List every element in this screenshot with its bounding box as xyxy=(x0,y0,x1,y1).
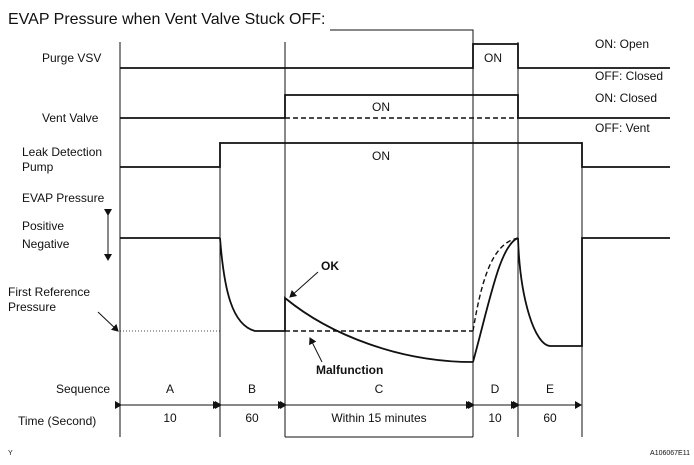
vent-on-closed-label: ON: Closed xyxy=(595,91,657,105)
vent-valve-on-label: ON xyxy=(372,100,390,114)
pressure-malfunction-curve xyxy=(219,237,474,363)
time-label: Time (Second) xyxy=(18,414,96,428)
pressure-sequence-e-curve xyxy=(517,237,670,347)
footer-figure-id: A106067E11 xyxy=(650,450,690,457)
time-a: 10 xyxy=(163,411,177,425)
purge-vsv-label: Purge VSV xyxy=(42,51,101,65)
ok-label: OK xyxy=(321,259,339,273)
sequence-c: C xyxy=(375,382,384,396)
vent-valve-label: Vent Valve xyxy=(42,111,99,125)
leak-pump-on-label: ON xyxy=(372,149,390,163)
time-c: Within 15 minutes xyxy=(331,411,426,425)
sequence-a: A xyxy=(166,382,174,396)
phase-boundaries xyxy=(119,42,583,437)
pressure-recovery-curve xyxy=(472,237,519,363)
pressure-recovery-ok-curve xyxy=(472,237,519,332)
negative-label: Negative xyxy=(22,237,70,251)
leak-pump-label-1: Leak Detection xyxy=(22,145,102,159)
vent-off-vent-label: OFF: Vent xyxy=(595,121,650,135)
evap-pressure-label: EVAP Pressure xyxy=(22,191,105,205)
leak-pump-label-2: Pump xyxy=(22,160,54,174)
diagram-title: EVAP Pressure when Vent Valve Stuck OFF: xyxy=(8,11,325,28)
purge-off-closed-label: OFF: Closed xyxy=(595,69,663,83)
leak-pump-signal xyxy=(120,142,670,168)
sequence-label: Sequence xyxy=(56,382,110,396)
sequence-d: D xyxy=(491,382,500,396)
sequence-row: A B C D E xyxy=(166,382,554,396)
ok-arrow xyxy=(289,271,319,298)
sequence-e: E xyxy=(546,382,554,396)
time-d: 10 xyxy=(488,411,502,425)
purge-vsv-signal xyxy=(120,43,670,69)
malfunction-label: Malfunction xyxy=(316,363,383,377)
section-c-top-bracket xyxy=(330,29,474,437)
time-b: 60 xyxy=(245,411,259,425)
sequence-b: B xyxy=(248,382,256,396)
first-reference-label-2: Pressure xyxy=(8,300,56,314)
purge-on-open-label: ON: Open xyxy=(595,37,649,51)
purge-vsv-on-label: ON xyxy=(484,51,502,65)
time-row: 10 60 Within 15 minutes 10 60 xyxy=(115,401,582,438)
time-e: 60 xyxy=(543,411,557,425)
footer-left: Y xyxy=(8,450,13,457)
first-reference-label-1: First Reference xyxy=(8,285,90,299)
positive-label: Positive xyxy=(22,219,64,233)
vent-valve-signal xyxy=(120,94,670,119)
first-reference-arrow xyxy=(97,311,119,332)
malfunction-arrow xyxy=(309,337,323,363)
